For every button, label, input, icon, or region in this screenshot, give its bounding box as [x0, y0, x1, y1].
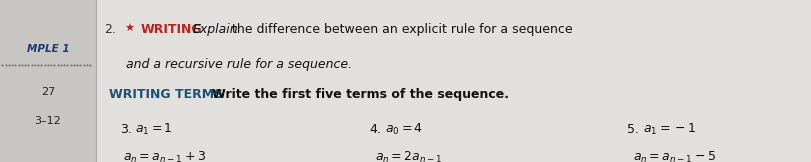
Text: WRITING TERMS: WRITING TERMS [109, 88, 224, 101]
Text: $a_1 = -1$: $a_1 = -1$ [643, 122, 696, 137]
Text: 2.: 2. [104, 23, 116, 36]
Text: ★: ★ [124, 24, 134, 34]
Text: 3.: 3. [120, 123, 132, 136]
Text: Write the first five terms of the sequence.: Write the first five terms of the sequen… [212, 88, 509, 101]
Text: $a_1 = 1$: $a_1 = 1$ [135, 122, 173, 137]
Text: 4.: 4. [369, 123, 381, 136]
Text: and a recursive rule for a sequence.: and a recursive rule for a sequence. [126, 58, 352, 71]
Bar [0, 0, 96, 162]
Text: 3–12: 3–12 [35, 116, 61, 126]
Text: Explain: Explain [193, 23, 238, 36]
Text: 5.: 5. [627, 123, 639, 136]
Text: $a_n = a_{n-1} + 3$: $a_n = a_{n-1} + 3$ [123, 150, 206, 162]
Text: $a_0 = 4$: $a_0 = 4$ [385, 122, 423, 137]
Text: the difference between an explicit rule for a sequence: the difference between an explicit rule … [232, 23, 573, 36]
Text: 27: 27 [41, 87, 55, 97]
Text: $a_n = 2a_{n-1}$: $a_n = 2a_{n-1}$ [375, 150, 442, 162]
Text: MPLE 1: MPLE 1 [27, 44, 69, 54]
Text: $a_n = a_{n-1} - 5$: $a_n = a_{n-1} - 5$ [633, 150, 715, 162]
Text: WRITING: WRITING [140, 23, 202, 36]
